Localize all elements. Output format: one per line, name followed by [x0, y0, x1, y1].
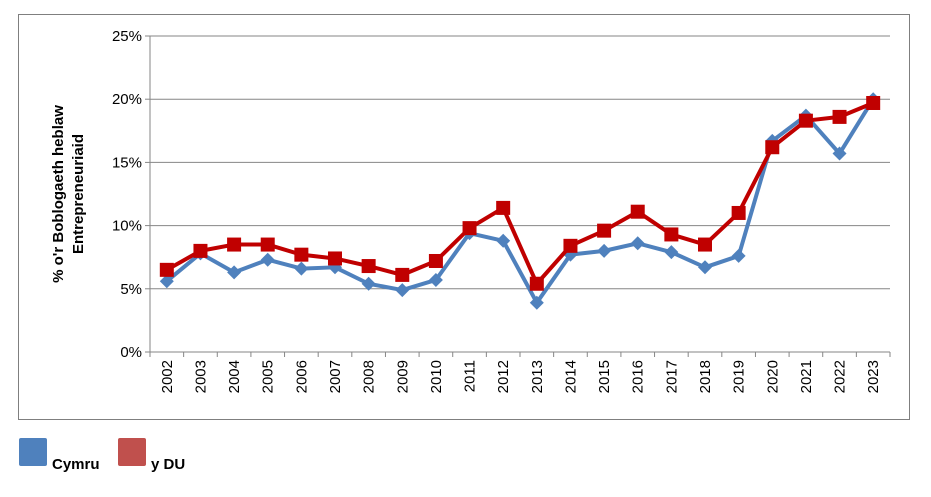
x-tick-label: 2010 [428, 360, 445, 393]
y-tick-label: 10% [112, 218, 142, 235]
data-point-0 [698, 260, 712, 275]
data-point-1 [361, 259, 376, 274]
y-axis-title: % o'r Boblogaeth heblaw [50, 105, 67, 283]
line-chart: 0% 5% 10% 15% 20% 25% 2002 2003 2004 2005 2006 2007… [50, 28, 891, 393]
x-tick-label: 2013 [529, 360, 546, 393]
data-point-0 [597, 243, 612, 258]
x-tick-label: 2006 [293, 360, 310, 393]
x-tick-label: 2012 [495, 360, 512, 393]
y-tick-label: 20% [112, 91, 142, 108]
y-tick-label: 15% [112, 154, 142, 171]
x-tick-label: 2018 [697, 360, 714, 393]
x-tick-label: 2021 [798, 360, 815, 393]
data-point-0 [159, 274, 174, 289]
data-point-0 [227, 265, 242, 280]
y-tick-label: 5% [120, 281, 142, 298]
legend-label-ydu: y DU [151, 456, 186, 473]
x-tick-label: 2017 [663, 360, 680, 393]
y-tick-label: 25% [112, 28, 142, 45]
series-line-1 [165, 101, 874, 286]
data-point-0 [664, 245, 679, 260]
data-point-1 [597, 223, 612, 238]
y-axis-title: Entrepreneuriaid [70, 134, 87, 254]
data-point-0 [428, 272, 443, 287]
data-point-1 [630, 204, 645, 219]
x-tick-label: 2008 [361, 360, 378, 393]
data-point-1 [328, 251, 342, 266]
x-tick-label: 2009 [394, 360, 411, 393]
data-point-1 [428, 253, 443, 268]
x-tick-label: 2011 [462, 360, 479, 392]
x-tick-label: 2005 [260, 360, 277, 393]
data-point-0 [395, 283, 410, 298]
legend-swatch-cymru [19, 438, 47, 466]
data-point-1 [698, 237, 712, 252]
data-point-0 [529, 295, 544, 310]
x-tick-label: 2023 [865, 360, 882, 393]
data-point-1 [159, 262, 174, 277]
data-point-1 [395, 267, 410, 282]
data-point-0 [294, 261, 309, 276]
legend-label-cymru: Cymru [52, 456, 100, 473]
data-point-0 [731, 248, 746, 263]
x-tick-label: 2014 [562, 360, 579, 393]
x-tick-label: 2007 [327, 360, 344, 393]
data-point-1 [496, 200, 511, 215]
x-tick-label: 2020 [764, 360, 781, 393]
x-tick-label: 2002 [159, 360, 176, 393]
data-point-0 [361, 276, 376, 291]
data-point-1 [798, 113, 813, 128]
x-tick-label: 2003 [192, 360, 209, 393]
x-tick-label: 2016 [630, 360, 647, 393]
x-tick-label: 2004 [226, 360, 243, 393]
x-tick-label: 2015 [596, 360, 613, 393]
x-tick-label: 2019 [731, 360, 748, 393]
data-point-0 [260, 252, 275, 267]
data-point-1 [731, 205, 746, 220]
y-tick-label: 0% [120, 344, 142, 361]
legend-swatch-ydu [118, 438, 146, 466]
data-point-0 [630, 236, 645, 251]
chart-frame [18, 14, 910, 420]
data-point-1 [462, 221, 477, 236]
data-point-1 [227, 237, 242, 252]
data-point-1 [294, 247, 309, 262]
data-point-1 [664, 227, 679, 242]
data-point-1 [260, 237, 275, 252]
data-point-1 [193, 243, 208, 258]
series-line-0 [165, 98, 875, 305]
data-point-1 [866, 95, 881, 110]
data-point-1 [563, 238, 578, 253]
x-tick-label: 2022 [832, 360, 849, 393]
data-point-0 [832, 146, 847, 161]
data-point-0 [496, 233, 511, 248]
data-point-1 [832, 109, 847, 124]
data-point-1 [529, 276, 544, 291]
data-point-1 [765, 140, 780, 155]
